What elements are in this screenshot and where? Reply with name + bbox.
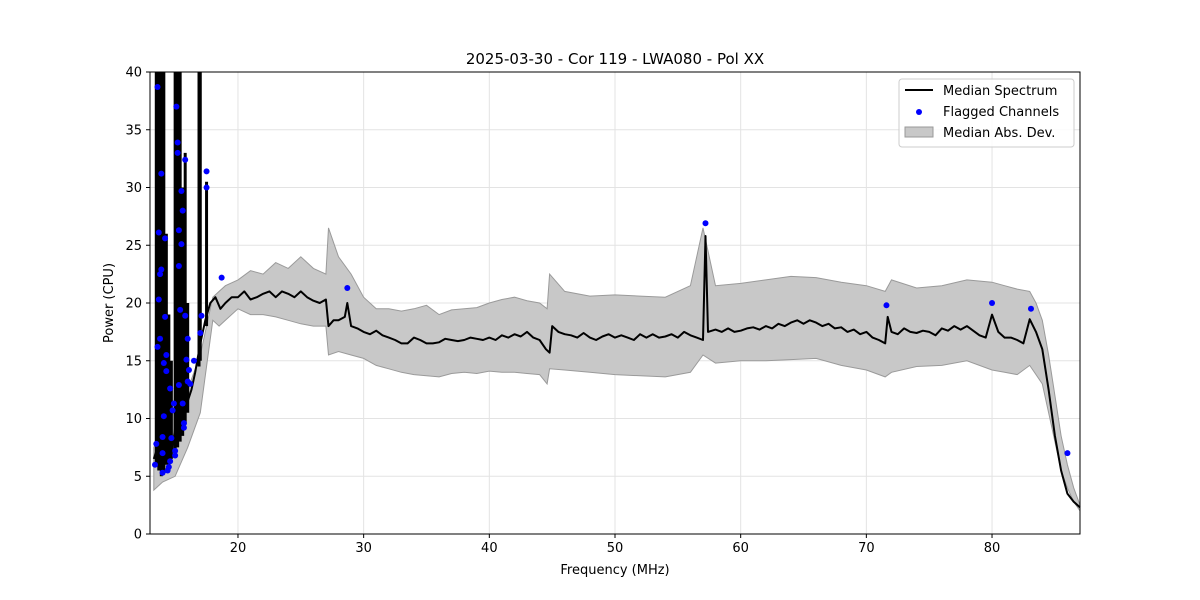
x-tick-label: 70	[858, 541, 875, 556]
y-tick-label: 25	[125, 239, 142, 254]
median-spectrum-line	[152, 235, 1081, 509]
flagged-point	[167, 458, 174, 465]
x-tick-label: 80	[984, 541, 1001, 556]
x-tick-label: 50	[607, 541, 624, 556]
y-tick-label: 15	[125, 354, 142, 369]
flagged-point	[344, 284, 351, 291]
flagged-point	[197, 330, 204, 337]
flagged-point	[159, 450, 166, 457]
y-axis-label: Power (CPU)	[102, 263, 117, 343]
y-tick-label: 40	[125, 66, 142, 81]
legend-label-median-spectrum: Median Spectrum	[943, 84, 1057, 99]
flagged-point	[175, 382, 182, 389]
y-tick-label: 5	[134, 470, 142, 485]
flagged-point	[158, 266, 165, 273]
axis-ticks: 20 30 40 50 60 70 80 0 5 10 15 20 25 30 35 40	[125, 66, 1000, 557]
flagged-point	[168, 435, 175, 442]
flagged-point	[183, 356, 190, 363]
y-tick-label: 30	[125, 181, 142, 196]
flagged-point	[170, 400, 177, 407]
flagged-point	[165, 464, 172, 471]
x-tick-label: 60	[732, 541, 749, 556]
flagged-point	[178, 187, 185, 194]
flagged-point	[159, 433, 166, 440]
flagged-point	[152, 461, 159, 468]
x-tick-label: 30	[355, 541, 372, 556]
flagged-point	[169, 407, 176, 414]
flagged-point	[180, 424, 187, 431]
flagged-point	[162, 235, 169, 242]
flagged-point	[178, 241, 185, 248]
legend: Median Spectrum Flagged Channels Median …	[898, 78, 1075, 148]
flagged-point	[167, 385, 174, 392]
flagged-point	[883, 302, 890, 309]
legend-box	[898, 78, 1075, 148]
x-axis-label: Frequency (MHz)	[560, 563, 669, 578]
flagged-point	[155, 296, 162, 303]
flagged-point	[163, 368, 170, 375]
flagged-point	[174, 139, 181, 146]
flagged-point	[989, 300, 996, 306]
flagged-point	[182, 312, 189, 319]
flagged-point	[179, 400, 186, 407]
flagged-point	[179, 207, 186, 214]
flagged-point	[203, 184, 210, 191]
flagged-point	[177, 306, 184, 313]
flagged-point	[153, 440, 160, 447]
flagged-point	[198, 312, 205, 319]
flagged-point	[154, 343, 161, 350]
y-tick-label: 20	[125, 297, 142, 312]
flagged-point	[185, 366, 192, 373]
flagged-point	[182, 156, 189, 163]
y-tick-label: 0	[134, 528, 142, 543]
flagged-point	[159, 469, 166, 476]
y-tick-label: 10	[125, 412, 142, 427]
flagged-point	[173, 103, 180, 110]
flagged-point	[160, 413, 167, 420]
flagged-point	[172, 447, 179, 454]
flagged-point	[175, 263, 182, 270]
median-spectrum	[152, 72, 1081, 509]
flagged-point	[1064, 450, 1071, 457]
flagged-point	[218, 274, 225, 281]
flagged-point	[160, 360, 167, 367]
flagged-point	[184, 335, 191, 342]
flagged-point	[157, 335, 164, 342]
x-tick-label: 40	[481, 541, 498, 556]
flagged-point	[154, 84, 161, 91]
flagged-point	[158, 170, 165, 177]
flagged-point	[187, 380, 194, 387]
legend-band-swatch	[904, 126, 934, 138]
chart-title: 2025-03-30 - Cor 119 - LWA080 - Pol XX	[466, 50, 764, 68]
flagged-point	[190, 357, 197, 364]
flagged-point	[1027, 305, 1034, 312]
flagged-point	[157, 271, 164, 278]
x-tick-label: 20	[230, 541, 247, 556]
flagged-channels	[152, 84, 1071, 476]
legend-dot-swatch	[916, 109, 922, 115]
flagged-point	[702, 220, 709, 227]
legend-label-flagged-channels: Flagged Channels	[943, 105, 1059, 120]
flagged-point	[162, 313, 169, 320]
y-tick-label: 35	[125, 123, 142, 138]
flagged-point	[172, 452, 179, 459]
flagged-point	[155, 229, 162, 236]
flagged-point	[180, 420, 187, 427]
flagged-point	[163, 351, 170, 358]
legend-label-median-abs-dev: Median Abs. Dev.	[943, 126, 1055, 141]
flagged-point	[203, 168, 210, 175]
flagged-point	[175, 227, 182, 234]
flagged-point	[174, 149, 181, 156]
